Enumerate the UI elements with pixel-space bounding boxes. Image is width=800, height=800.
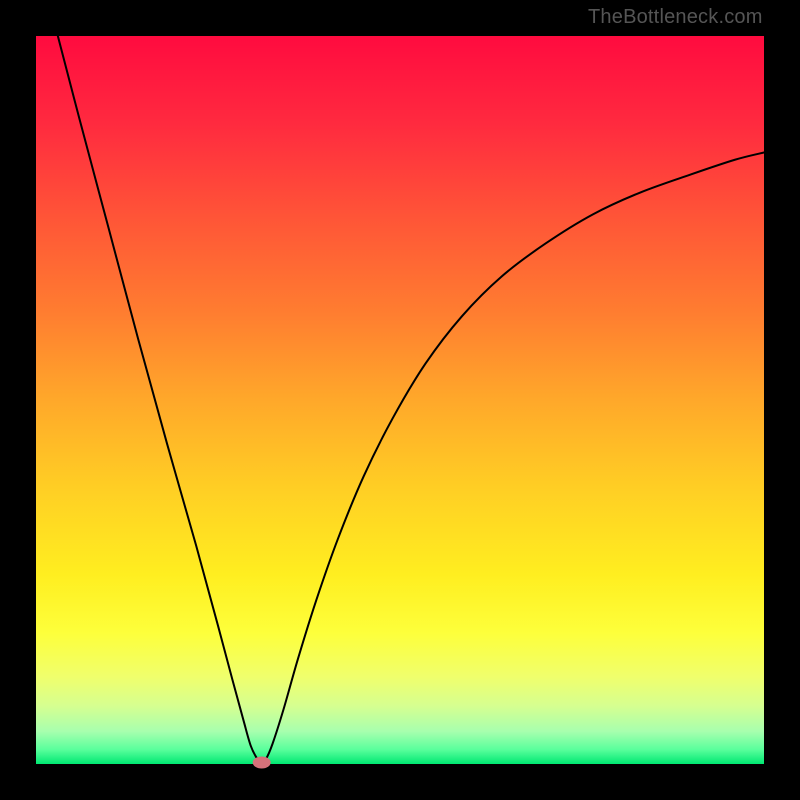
- plot-background: [36, 36, 764, 764]
- plot-svg: [0, 0, 800, 800]
- minimum-marker: [253, 757, 271, 769]
- chart-frame: TheBottleneck.com: [0, 0, 800, 800]
- watermark-text: TheBottleneck.com: [588, 6, 763, 29]
